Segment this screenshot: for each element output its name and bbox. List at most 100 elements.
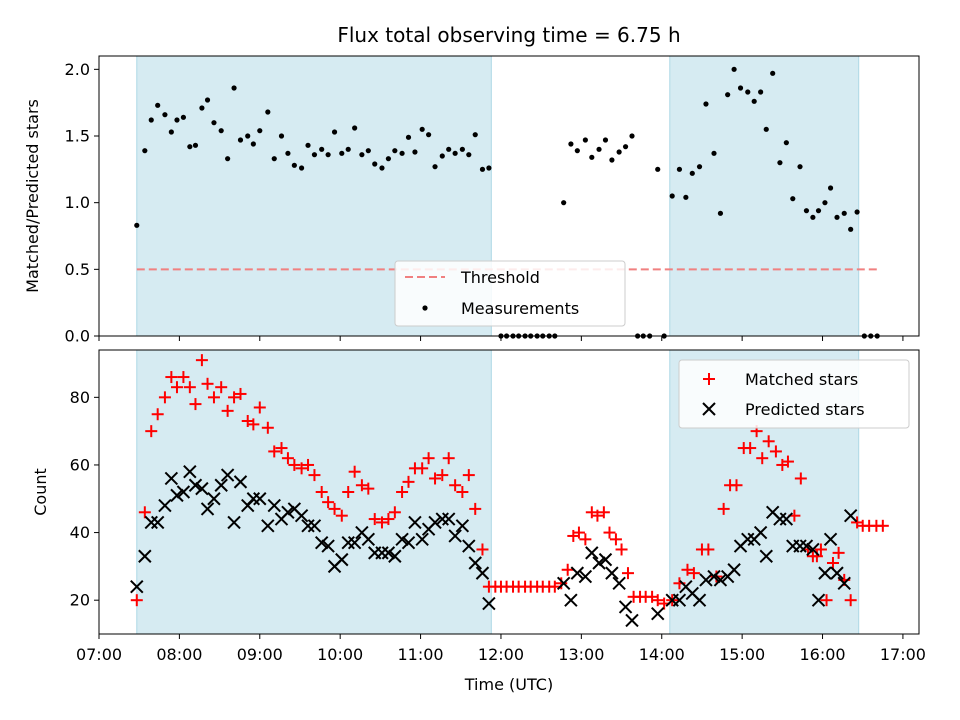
predicted-star-point <box>692 593 707 607</box>
matched-star-point <box>756 452 769 465</box>
measurement-point <box>174 117 180 123</box>
marker-stroke <box>713 573 728 587</box>
marker-stroke <box>355 525 369 540</box>
marker-stroke <box>672 593 687 607</box>
predicted-star-point <box>793 539 807 553</box>
marker-stroke <box>335 552 349 567</box>
marker-stroke <box>564 593 578 607</box>
measurement-point <box>419 126 425 132</box>
measurement-point <box>352 125 358 131</box>
marker-stroke <box>375 546 389 560</box>
measurement-point <box>655 166 661 172</box>
predicted-star-point <box>448 529 462 543</box>
predicted-star-point <box>207 492 221 506</box>
predicted-star-point <box>164 471 179 486</box>
measurement-point <box>834 214 840 220</box>
matched-star-point <box>794 472 807 485</box>
marker-stroke <box>314 536 329 550</box>
matched-star-point <box>165 371 178 384</box>
matched-star-point <box>876 519 889 532</box>
predicted-star-point <box>699 573 713 587</box>
matched-star-point <box>572 526 585 539</box>
matched-star-point <box>315 486 328 498</box>
marker-stroke <box>207 492 221 506</box>
matched-star-point <box>247 418 260 431</box>
x-tick-label: 16:00 <box>799 645 845 664</box>
measurement-point <box>331 129 338 135</box>
predicted-star-point <box>564 593 578 607</box>
matched-stars-points <box>130 354 889 610</box>
predicted-star-point <box>361 532 376 547</box>
matched-star-point <box>322 496 335 509</box>
predicted-star-point <box>799 539 814 553</box>
marker-stroke <box>448 529 462 543</box>
measurement-point <box>783 140 789 146</box>
matched-star-point <box>275 442 288 455</box>
matched-star-point <box>717 502 730 515</box>
legend-predicted-label: Predicted stars <box>745 400 865 419</box>
measurement-point <box>250 141 256 147</box>
marker-stroke <box>699 573 713 587</box>
measurement-point <box>582 137 588 143</box>
marker-stroke <box>707 569 721 584</box>
measurement-point <box>237 137 244 143</box>
marker-stroke <box>618 600 633 614</box>
measurement-point <box>751 98 757 104</box>
measurement-point <box>669 193 675 199</box>
measurement-point <box>265 109 271 115</box>
marker-stroke <box>381 546 396 560</box>
matched-star-point <box>355 479 368 492</box>
measurement-point <box>602 137 609 143</box>
matched-star-point <box>422 452 435 465</box>
matched-star-point <box>416 462 429 475</box>
predicted-star-point <box>713 573 728 587</box>
matched-star-point <box>597 506 610 519</box>
matched-star-point <box>429 472 442 485</box>
measurement-point <box>319 146 325 152</box>
measurement-point <box>737 85 744 91</box>
marker-stroke <box>415 532 429 547</box>
matched-star-point <box>687 567 700 580</box>
measurement-point <box>142 148 148 154</box>
matched-star-point <box>476 543 489 556</box>
predicted-star-point <box>415 532 429 547</box>
marker-stroke <box>455 519 470 533</box>
predicted-star-point <box>811 593 826 607</box>
marker-stroke <box>401 536 416 550</box>
y-tick-label: 0.0 <box>65 327 90 346</box>
measurement-point <box>629 133 635 139</box>
marker-stroke <box>158 498 172 513</box>
x-tick-label: 07:00 <box>76 645 122 664</box>
measurement-point <box>298 165 305 171</box>
predicted-star-point <box>401 536 416 550</box>
predicted-star-point <box>441 512 456 526</box>
marker-stroke <box>188 478 203 492</box>
measurement-point <box>717 210 724 216</box>
y-tick-label: 1.0 <box>65 193 90 212</box>
predicted-star-point <box>347 536 362 550</box>
predicted-star-point <box>830 566 844 580</box>
matched-star-point <box>781 455 794 468</box>
predicted-star-point <box>578 569 593 584</box>
predicted-star-point <box>408 515 422 530</box>
matched-star-point <box>555 577 568 590</box>
measurement-point <box>359 152 365 158</box>
marker-stroke <box>468 556 482 570</box>
matched-star-point <box>681 563 694 576</box>
measurement-point <box>725 92 731 98</box>
matched-star-point <box>281 452 294 465</box>
marker-stroke <box>556 576 571 590</box>
measurement-point <box>285 150 291 156</box>
matched-star-point <box>342 486 355 498</box>
legend-threshold-label: Threshold <box>460 268 540 287</box>
measurement-point <box>432 164 438 170</box>
marker-stroke <box>307 519 322 533</box>
ratio-legend-box <box>394 260 626 327</box>
matched-star-point <box>449 479 462 492</box>
x-tick-label: 10:00 <box>317 645 363 664</box>
measurement-point <box>596 146 602 152</box>
y-tick-label: 2.0 <box>65 60 90 79</box>
measurement-point <box>345 146 351 152</box>
marker-stroke <box>692 593 707 607</box>
measurement-point <box>689 170 695 176</box>
